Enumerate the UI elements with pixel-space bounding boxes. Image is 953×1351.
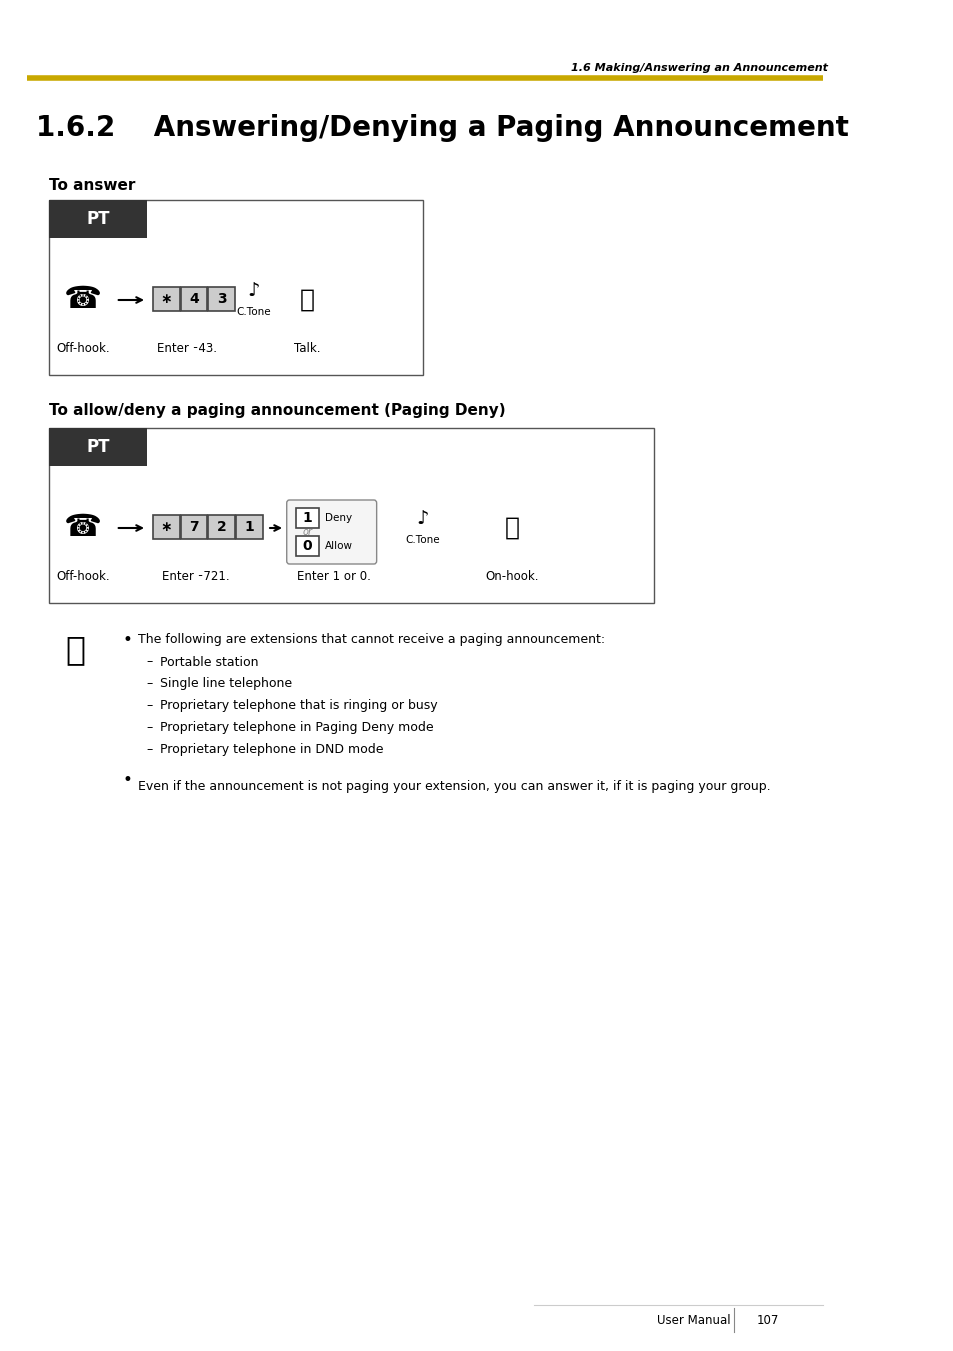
FancyBboxPatch shape: [153, 515, 180, 539]
Text: Off-hook.: Off-hook.: [56, 342, 110, 354]
Text: Even if the announcement is not paging your extension, you can answer it, if it : Even if the announcement is not paging y…: [138, 780, 770, 793]
Text: ♪: ♪: [416, 508, 429, 527]
Text: Proprietary telephone that is ringing or busy: Proprietary telephone that is ringing or…: [160, 700, 437, 712]
Text: C.Tone: C.Tone: [236, 307, 271, 317]
Text: Enter ⁃721.: Enter ⁃721.: [162, 570, 230, 582]
Text: C.Tone: C.Tone: [405, 535, 439, 544]
Text: Enter 1 or 0.: Enter 1 or 0.: [296, 570, 371, 582]
FancyBboxPatch shape: [49, 428, 654, 603]
Text: 0: 0: [302, 539, 312, 553]
FancyBboxPatch shape: [180, 286, 207, 311]
Text: On-hook.: On-hook.: [485, 570, 538, 582]
Text: Talk.: Talk.: [294, 342, 320, 354]
Text: –: –: [147, 721, 152, 735]
Text: 107: 107: [756, 1313, 779, 1327]
FancyBboxPatch shape: [208, 515, 234, 539]
FancyBboxPatch shape: [49, 428, 147, 466]
FancyBboxPatch shape: [153, 286, 180, 311]
FancyBboxPatch shape: [208, 286, 234, 311]
Text: Proprietary telephone in Paging Deny mode: Proprietary telephone in Paging Deny mod…: [160, 721, 434, 735]
FancyBboxPatch shape: [180, 515, 207, 539]
FancyBboxPatch shape: [287, 500, 376, 563]
Text: –: –: [147, 677, 152, 690]
Text: PT: PT: [86, 209, 110, 228]
FancyBboxPatch shape: [49, 200, 422, 376]
Text: ☎: ☎: [64, 285, 102, 315]
Text: 4: 4: [189, 292, 199, 305]
Text: –: –: [147, 700, 152, 712]
Text: –: –: [147, 743, 152, 757]
Text: User Manual: User Manual: [656, 1313, 729, 1327]
Text: ∗: ∗: [160, 292, 172, 305]
Text: ☎: ☎: [64, 513, 102, 543]
Text: PT: PT: [86, 438, 110, 457]
Text: To answer: To answer: [49, 177, 135, 192]
Text: 3: 3: [216, 292, 226, 305]
Text: •: •: [122, 771, 132, 789]
Text: or: or: [302, 527, 312, 536]
Text: 📞: 📞: [299, 288, 314, 312]
Text: Single line telephone: Single line telephone: [160, 677, 293, 690]
Text: Proprietary telephone in DND mode: Proprietary telephone in DND mode: [160, 743, 383, 757]
Text: ∗: ∗: [160, 520, 172, 534]
Text: The following are extensions that cannot receive a paging announcement:: The following are extensions that cannot…: [138, 634, 604, 647]
Text: To allow/deny a paging announcement (Paging Deny): To allow/deny a paging announcement (Pag…: [49, 403, 505, 417]
Text: 1: 1: [244, 520, 253, 534]
Text: Off-hook.: Off-hook.: [56, 570, 110, 582]
FancyBboxPatch shape: [295, 536, 318, 557]
Text: Enter ⁃43.: Enter ⁃43.: [157, 342, 216, 354]
Text: ♪: ♪: [247, 281, 260, 300]
Text: 📞: 📞: [504, 516, 519, 540]
Text: 7: 7: [189, 520, 199, 534]
Text: 2: 2: [216, 520, 227, 534]
FancyBboxPatch shape: [235, 515, 262, 539]
FancyBboxPatch shape: [49, 200, 147, 238]
Text: 1.6 Making/Answering an Announcement: 1.6 Making/Answering an Announcement: [571, 63, 827, 73]
Text: 1: 1: [302, 511, 312, 526]
Text: Deny: Deny: [325, 513, 352, 523]
FancyBboxPatch shape: [295, 508, 318, 528]
Text: Allow: Allow: [325, 540, 353, 551]
Text: 1.6.2    Answering/Denying a Paging Announcement: 1.6.2 Answering/Denying a Paging Announc…: [35, 113, 847, 142]
Text: Portable station: Portable station: [160, 655, 258, 669]
Text: –: –: [147, 655, 152, 669]
Text: 📋: 📋: [66, 634, 86, 666]
Text: •: •: [122, 631, 132, 648]
